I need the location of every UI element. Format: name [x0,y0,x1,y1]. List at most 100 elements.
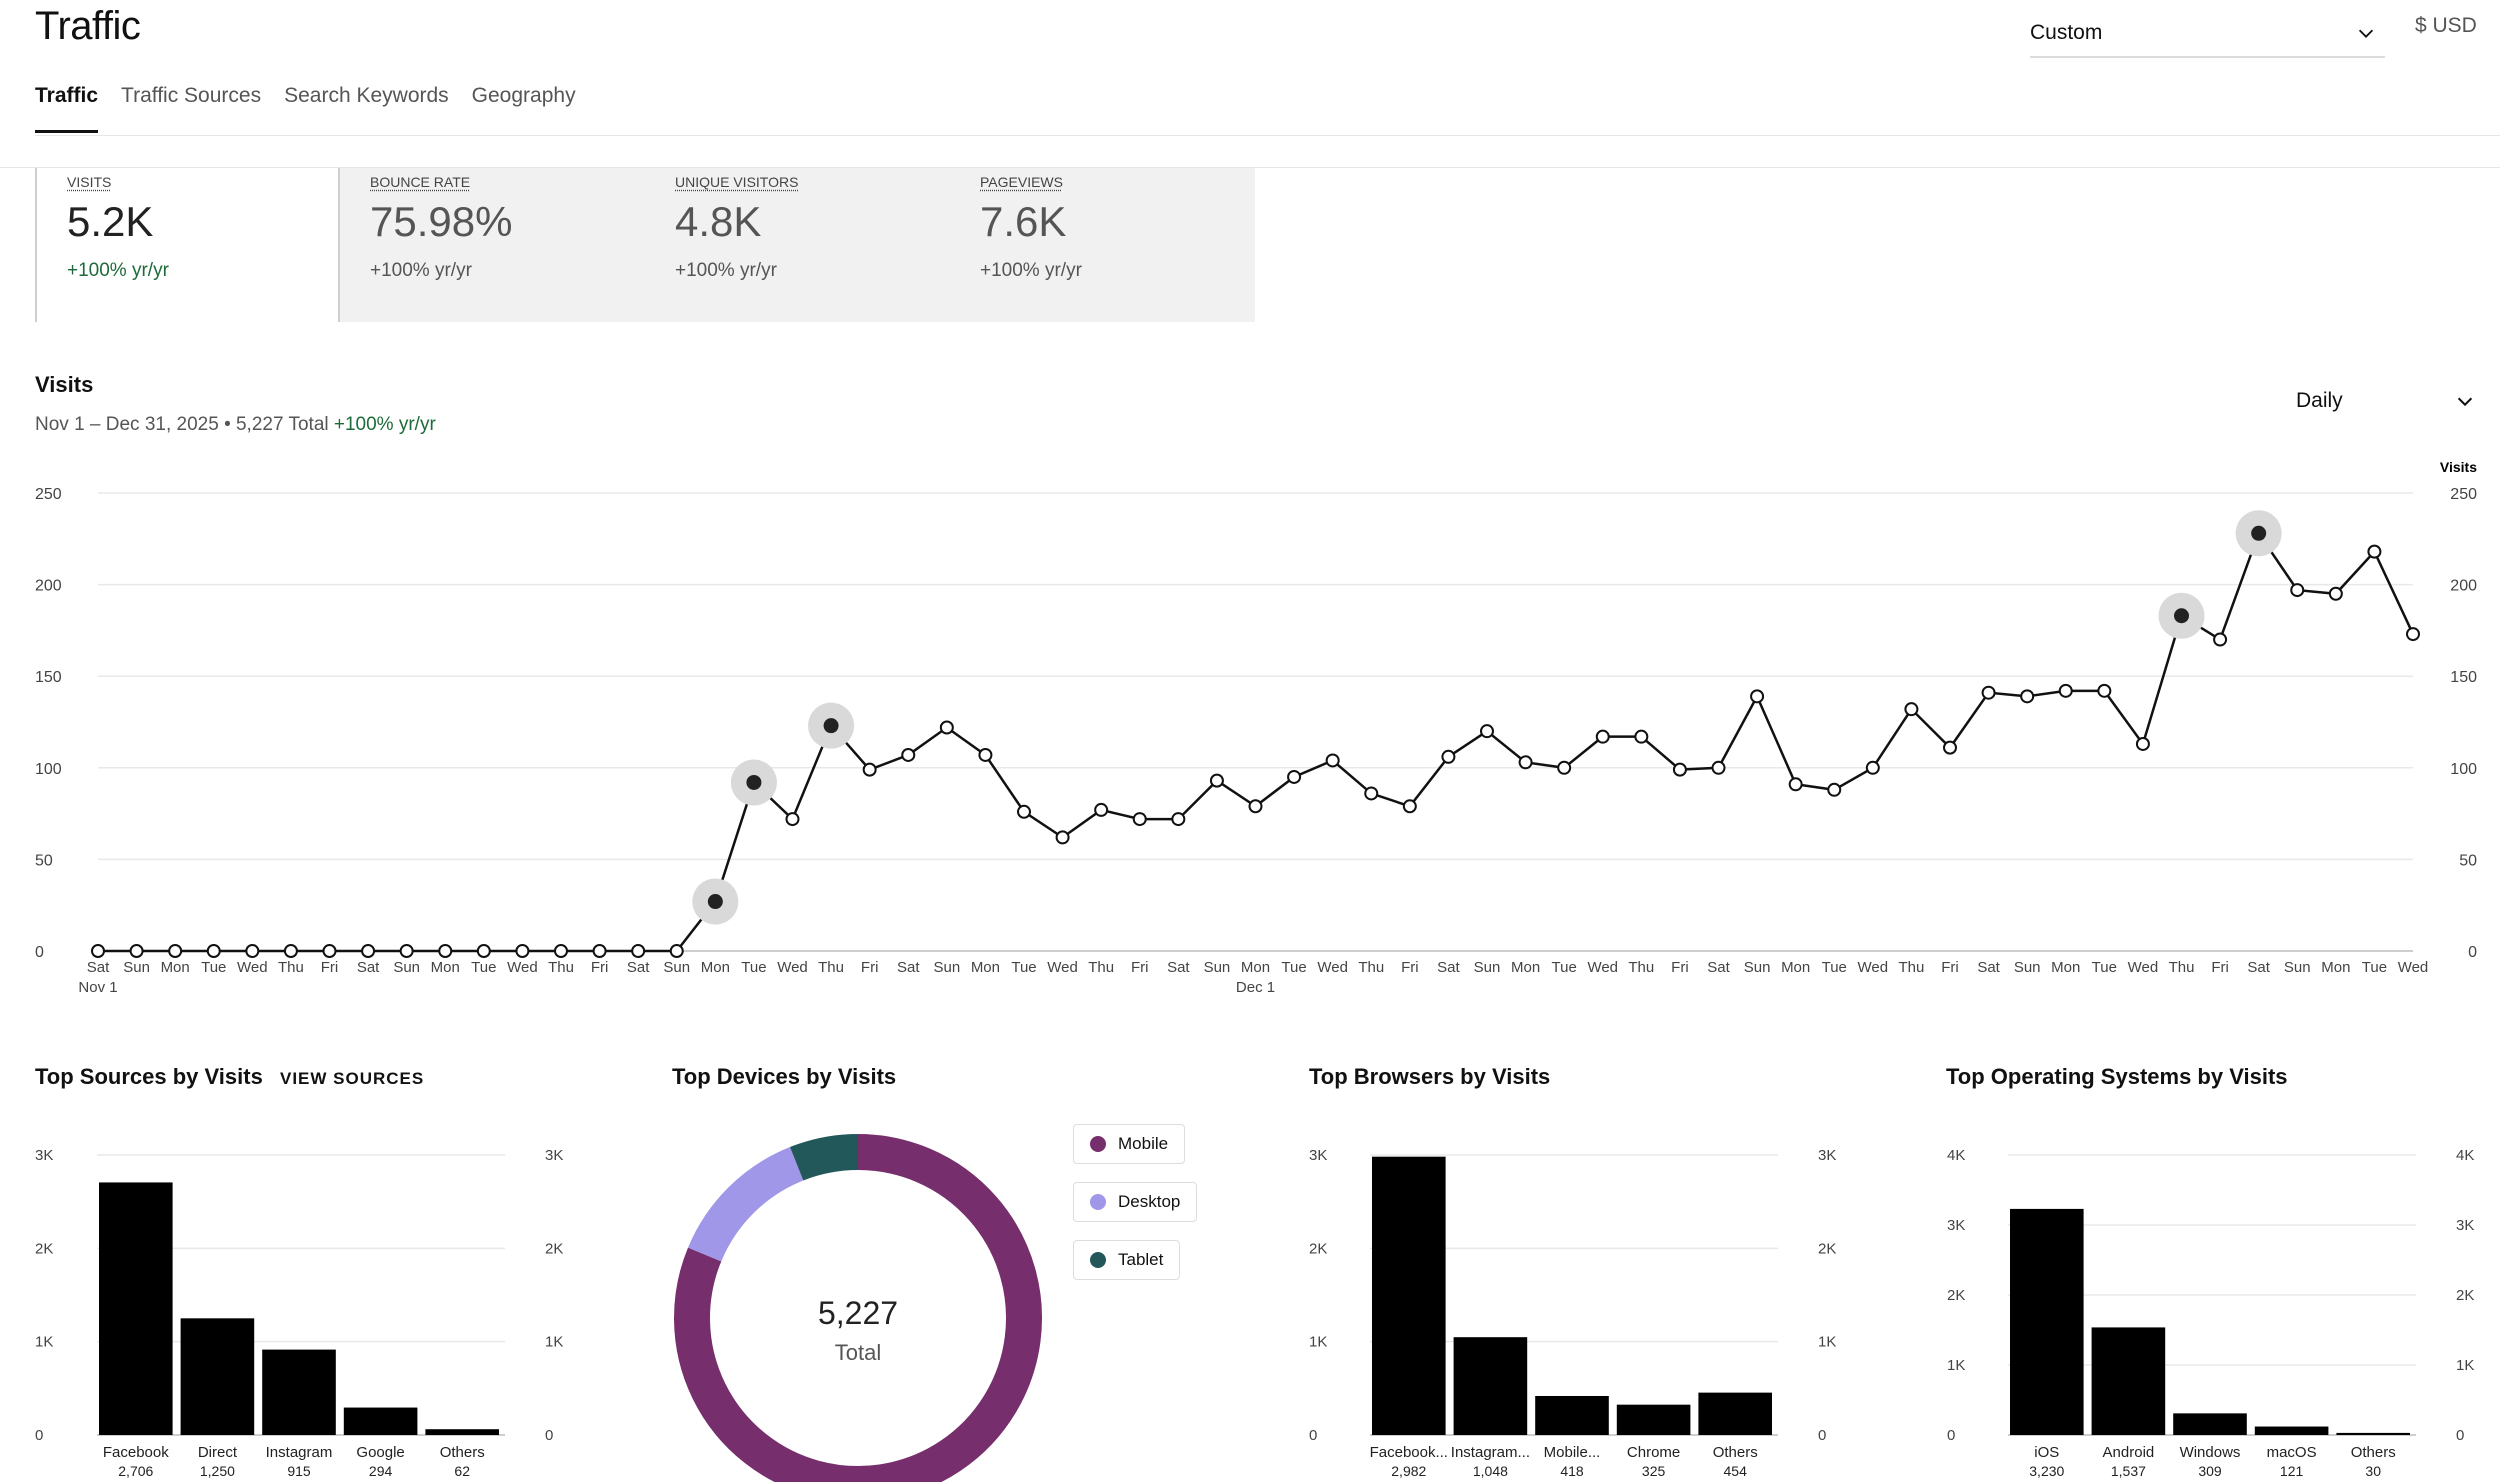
data-point[interactable] [1055,830,1070,845]
data-point[interactable] [168,944,183,958]
data-point[interactable] [515,944,530,958]
data-point[interactable] [2213,632,2228,647]
data-point[interactable] [245,944,260,958]
data-point[interactable] [2058,683,2073,698]
data-point[interactable] [2367,544,2382,559]
data-point[interactable] [1171,812,1186,827]
data-point[interactable] [1865,760,1880,775]
metric-unique-visitors[interactable]: UNIQUE VISITORS 4.8K +100% yr/yr [645,168,950,322]
data-point[interactable] [438,944,453,958]
data-point[interactable] [1132,812,1147,827]
data-point[interactable] [129,944,144,958]
data-point[interactable] [1325,753,1340,768]
data-point[interactable] [206,944,221,958]
legend-tablet[interactable]: Tablet [1073,1240,1181,1280]
data-point[interactable] [1209,773,1224,788]
legend-desktop[interactable]: Desktop [1073,1182,1198,1222]
data-point[interactable] [1287,769,1302,784]
data-point[interactable] [2174,608,2189,624]
bar[interactable] [99,1182,173,1435]
donut-slice-mobile[interactable] [674,1134,1042,1482]
data-point[interactable] [1750,689,1765,704]
data-point[interactable] [554,944,568,958]
data-point[interactable] [1017,804,1031,819]
browsers-bar-chart[interactable]: 0 0 1K 1K 2K 2K 3K 3K Facebook... 2,982 Instagram.… [1274,1110,1874,1482]
metric-visits[interactable]: VISITS 5.2K +100% yr/yr [35,168,340,322]
data-point[interactable] [669,944,684,958]
data-point[interactable] [1711,760,1726,775]
bar[interactable] [1372,1156,1446,1435]
os-bar-chart[interactable]: 0 0 1K 1K 2K 2K 3K 3K 4K 4K iOS 3,230 Android 1,537 Wi… [1912,1110,2500,1482]
bar[interactable] [2173,1413,2247,1435]
data-point[interactable] [1943,740,1957,755]
data-point[interactable] [1788,777,1803,792]
bar[interactable] [1698,1392,1772,1435]
data-point[interactable] [361,944,376,958]
data-point[interactable] [1634,729,1649,744]
data-point[interactable] [1595,729,1610,744]
donut-slice-desktop[interactable] [688,1147,804,1262]
data-point[interactable] [1402,799,1417,814]
data-point[interactable] [1364,786,1379,801]
legend-mobile[interactable]: Mobile [1073,1124,1186,1164]
data-point[interactable] [1518,755,1533,770]
bar[interactable] [425,1429,499,1435]
data-point[interactable] [283,944,298,958]
data-point[interactable] [399,944,414,958]
view-sources-link[interactable]: VIEW SOURCES [280,1069,425,1088]
donut-slice-tablet[interactable] [789,1134,859,1181]
metric-bounce-rate[interactable]: BOUNCE RATE 75.98% +100% yr/yr [340,168,645,322]
data-point[interactable] [1981,685,1996,700]
data-point[interactable] [1827,782,1842,797]
metric-pageviews[interactable]: PAGEVIEWS 7.6K +100% yr/yr [950,168,1255,322]
data-point[interactable] [1094,802,1109,817]
bar[interactable] [262,1349,336,1435]
interval-select[interactable]: Daily [2296,380,2476,422]
data-point[interactable] [592,944,607,958]
visits-line-chart[interactable]: Visits 0 0 50 50 100 100 150 150 200 200 250 250 Sat S… [0,455,2500,1015]
bar[interactable] [1535,1395,1609,1435]
bar[interactable] [2091,1327,2166,1435]
data-point[interactable] [707,894,723,910]
data-point[interactable] [2097,683,2112,698]
bar[interactable] [1616,1404,1691,1435]
data-point[interactable] [2135,736,2150,751]
sources-bar-chart[interactable]: 0 0 1K 1K 2K 2K 3K 3K Facebook 2,706 Direct 1,250 In… [0,1110,600,1482]
data-point[interactable] [1557,760,1572,775]
tab-geography[interactable]: Geography [471,84,576,107]
data-point[interactable] [1904,702,1919,717]
tab-traffic-sources[interactable]: Traffic Sources [121,84,262,107]
bar[interactable] [2254,1426,2329,1435]
tab-search-keywords[interactable]: Search Keywords [284,84,449,107]
data-point[interactable] [862,762,877,777]
data-point[interactable] [901,747,916,762]
data-point[interactable] [1248,799,1263,814]
data-point[interactable] [322,944,337,958]
data-point[interactable] [2290,583,2305,598]
bar[interactable] [2010,1208,2084,1435]
data-point[interactable] [2406,627,2420,642]
data-point[interactable] [939,720,954,735]
data-point[interactable] [1441,749,1456,764]
data-point[interactable] [978,747,993,762]
data-point[interactable] [1672,762,1687,777]
data-point[interactable] [476,944,491,958]
data-point[interactable] [1480,724,1494,739]
data-point[interactable] [91,944,105,958]
data-point[interactable] [746,774,762,790]
data-point[interactable] [823,718,839,734]
date-range-select[interactable]: Custom [2030,10,2385,58]
data-point[interactable] [2020,689,2035,704]
devices-donut-chart[interactable]: 5,227 Total [660,1110,1060,1482]
data-point[interactable] [2328,586,2343,601]
bar[interactable] [1453,1337,1528,1435]
bar[interactable] [180,1318,255,1435]
currency-label[interactable]: $ USD [2415,14,2477,37]
y-tick-label-right: 3K [545,1147,563,1164]
bar[interactable] [2336,1432,2410,1435]
tab-traffic[interactable]: Traffic [35,84,99,133]
data-point[interactable] [785,812,800,827]
data-point[interactable] [2251,525,2267,541]
data-point[interactable] [631,944,646,958]
bar[interactable] [343,1407,418,1435]
